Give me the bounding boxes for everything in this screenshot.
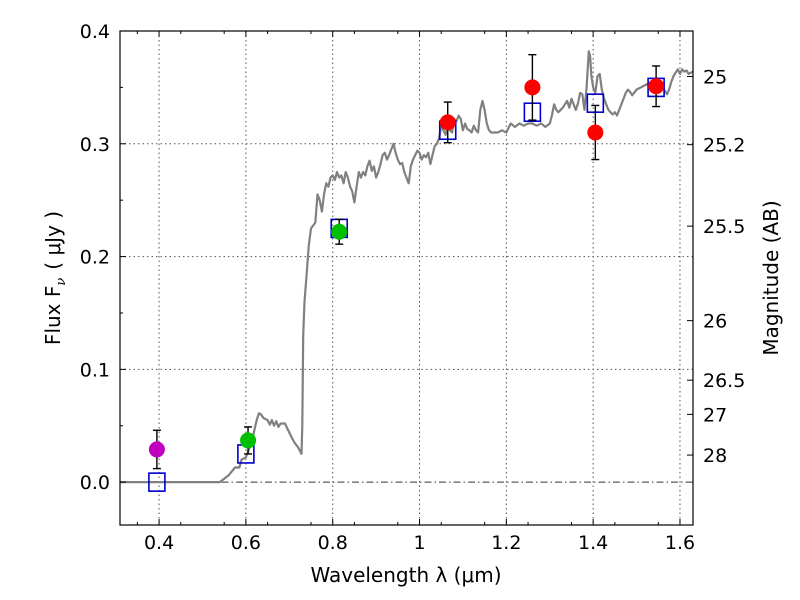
magnitude-tick-label: 27 bbox=[703, 404, 727, 426]
y-tick-label: 0.1 bbox=[80, 359, 110, 381]
y-axis-label-text: Flux F bbox=[41, 286, 65, 345]
x-tick-label: 1.2 bbox=[491, 532, 521, 554]
magnitude-tick-label: 26.5 bbox=[703, 370, 745, 392]
x-axis-label: Wavelength λ (μm) bbox=[310, 563, 501, 587]
x-tick-label: 0.8 bbox=[318, 532, 348, 554]
x-tick-label: 1 bbox=[413, 532, 425, 554]
y-axis-left: 0.0 0.1 0.2 0.3 0.4 bbox=[80, 21, 126, 494]
magnitude-tick-label: 28 bbox=[703, 445, 727, 467]
y-axis-label-unit: ( μJy ) bbox=[41, 211, 65, 270]
magnitude-tick-label: 25 bbox=[703, 66, 727, 88]
x-tick-label: 0.6 bbox=[231, 532, 261, 554]
magnitude-tick-label: 25.2 bbox=[703, 135, 745, 157]
y-tick-label: 0.3 bbox=[80, 134, 110, 156]
y-axis-label-right: Magnitude (AB) bbox=[759, 200, 783, 355]
x-axis: 0.4 0.6 0.8 1 1.2 1.4 1.6 bbox=[136, 31, 695, 554]
y-tick-label: 0.0 bbox=[80, 472, 110, 494]
y-axis-right: 25 25.2 25.5 26 26.5 27 28 bbox=[687, 66, 745, 467]
x-tick-label: 0.4 bbox=[144, 532, 174, 554]
magnitude-tick-label: 26 bbox=[703, 311, 727, 333]
observed-point bbox=[331, 223, 348, 240]
observed-point bbox=[240, 432, 257, 449]
observed-point bbox=[524, 79, 541, 96]
magnitude-tick-label: 25.5 bbox=[703, 216, 745, 238]
y-tick-label: 0.4 bbox=[80, 21, 110, 43]
data-points bbox=[148, 53, 665, 492]
observed-point bbox=[148, 441, 165, 458]
plot-frame bbox=[119, 30, 694, 526]
observed-point bbox=[439, 114, 456, 131]
y-axis-label-left: Flux Fν ( μJy ) bbox=[41, 211, 69, 345]
model-square-marker bbox=[148, 472, 166, 492]
y-axis-label-subscript: ν bbox=[54, 278, 69, 286]
x-tick-label: 1.6 bbox=[665, 532, 695, 554]
x-tick-label: 1.4 bbox=[578, 532, 608, 554]
observed-point bbox=[587, 124, 604, 141]
observed-point bbox=[648, 78, 665, 95]
model-spectrum-line bbox=[120, 50, 693, 484]
y-tick-label: 0.2 bbox=[80, 247, 110, 269]
plot-area bbox=[120, 50, 693, 484]
